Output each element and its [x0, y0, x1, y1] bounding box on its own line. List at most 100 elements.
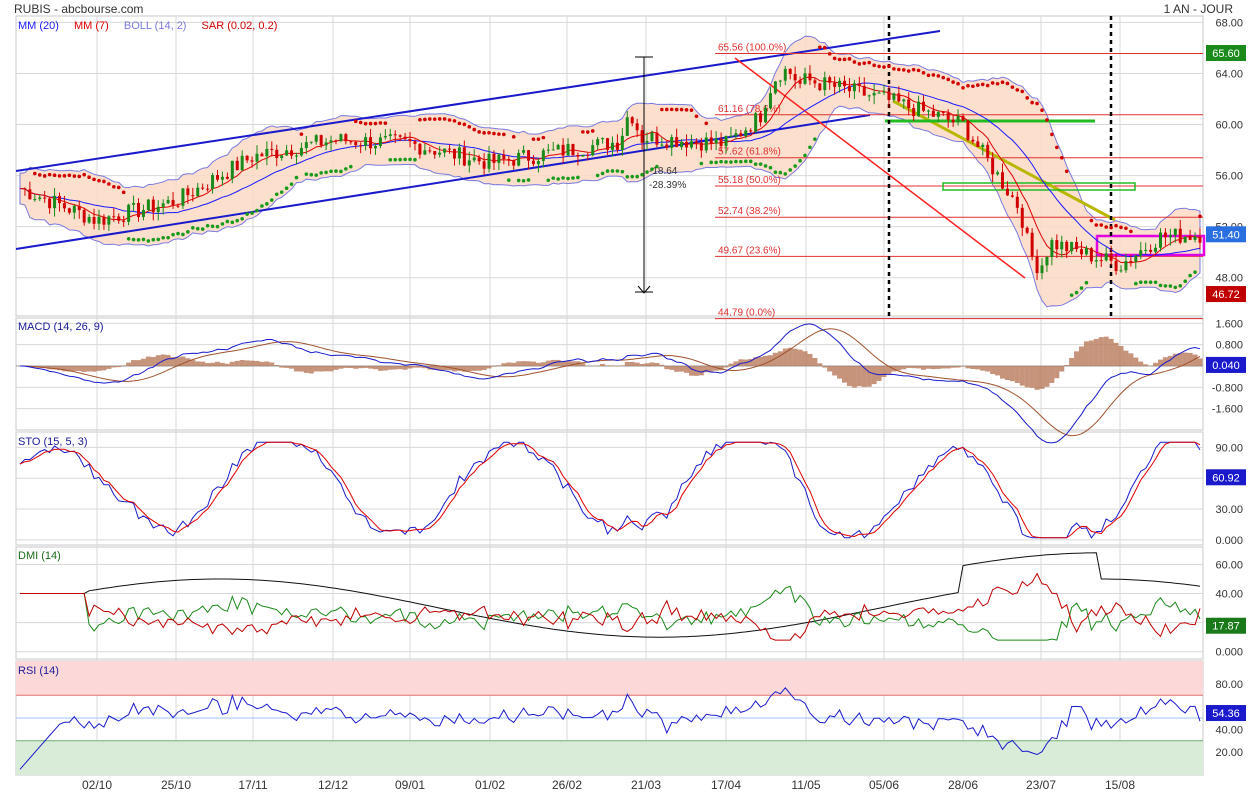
price-legend: MM (20) MM (7) BOLL (14, 2) SAR (0.02, 0…	[18, 20, 277, 32]
candle-body	[1065, 241, 1069, 252]
price-badge	[1206, 286, 1246, 303]
sar-dot	[141, 237, 146, 242]
macd-histogram-bar	[911, 366, 917, 369]
macd-histogram-bar	[91, 366, 97, 372]
sar-dot	[467, 125, 472, 129]
sar-dot	[260, 204, 264, 208]
sar-dot	[427, 117, 432, 121]
macd-histogram-bar	[1143, 364, 1149, 366]
sar-dot	[240, 216, 244, 221]
macd-histogram-bar	[861, 366, 867, 387]
macd-histogram-bar	[254, 360, 260, 366]
sto-label: STO (15, 5, 3)	[18, 436, 88, 448]
sar-dot	[482, 131, 486, 135]
downtrend-line	[734, 57, 1026, 279]
candle-body	[443, 148, 447, 153]
macd-histogram-bar	[210, 362, 216, 366]
sar-dot	[1059, 155, 1064, 160]
macd-histogram-bar	[165, 354, 171, 366]
candle-body	[601, 138, 605, 140]
legend-boll: BOLL (14, 2)	[123, 20, 187, 32]
sar-dot	[951, 80, 955, 84]
candle-body	[329, 140, 333, 143]
sar-dot	[595, 173, 600, 178]
candle-body	[813, 80, 817, 84]
macd-histogram-bar	[303, 366, 309, 373]
candle-body	[768, 93, 772, 109]
macd-histogram-bar	[703, 366, 709, 373]
candle-body	[847, 86, 851, 92]
candle-body	[729, 135, 733, 137]
sar-dot	[640, 172, 644, 177]
candle-body	[773, 81, 777, 94]
macd-histogram-bar	[886, 366, 892, 374]
candle-body	[334, 140, 338, 142]
macd-histogram-bar	[372, 366, 378, 370]
indicator-badge	[1206, 356, 1246, 373]
sar-dot	[502, 132, 506, 137]
candle-body	[344, 134, 348, 142]
sar-dot	[452, 119, 457, 123]
macd-histogram-bar	[293, 366, 299, 372]
candle-body	[1114, 260, 1118, 272]
candle-body	[912, 108, 916, 117]
macd-histogram-bar	[822, 366, 828, 368]
sar-dot	[442, 117, 447, 121]
macd-histogram-bar	[348, 366, 354, 369]
candle-body	[882, 91, 886, 93]
macd-histogram-bar	[965, 366, 971, 369]
sar-dot	[1079, 286, 1084, 290]
sar-dot	[289, 182, 294, 186]
y-tick-label: 60.00	[1215, 559, 1243, 571]
sar-dot	[768, 165, 773, 170]
sar-dot	[166, 235, 170, 240]
sar-dot	[827, 52, 832, 56]
macd-histogram-bar	[234, 360, 240, 366]
sar-dot	[783, 172, 788, 176]
sar-dot	[793, 164, 797, 168]
macd-histogram-bar	[402, 366, 408, 370]
candle-body	[951, 119, 955, 123]
rsi-oversold-zone	[16, 740, 1203, 775]
macd-histogram-bar	[925, 366, 931, 369]
candle-body	[132, 202, 136, 205]
sar-dot	[605, 169, 610, 173]
candle-body	[299, 147, 303, 156]
sar-dot	[590, 129, 595, 133]
candle-body	[1163, 232, 1167, 238]
candle-body	[739, 133, 743, 136]
candle-body	[107, 216, 111, 225]
dmi-label: DMI (14)	[18, 550, 61, 562]
sar-dot	[931, 73, 936, 77]
candle-body	[749, 130, 753, 132]
sar-dot	[186, 230, 190, 234]
candle-body	[215, 175, 219, 180]
sar-dot	[1010, 85, 1015, 89]
candle-body	[620, 135, 624, 150]
sar-dot	[1138, 280, 1143, 285]
candle-body	[462, 147, 466, 166]
macd-histogram-bar	[526, 361, 532, 366]
candle-body	[186, 188, 190, 196]
macd-histogram-bar	[442, 366, 448, 370]
price-badge	[1206, 45, 1246, 62]
macd-histogram-bar	[1162, 357, 1168, 366]
sar-dot	[1198, 214, 1202, 219]
candle-body	[57, 195, 61, 204]
x-tick-label: 15/08	[1105, 778, 1135, 792]
macd-histogram-bar	[86, 366, 92, 372]
candle-body	[53, 195, 57, 209]
candle-body	[1030, 232, 1034, 257]
macd-histogram-bar	[496, 365, 502, 366]
sar-dot	[980, 82, 985, 87]
sar-dot	[220, 222, 225, 226]
sar-dot	[1114, 223, 1118, 228]
sar-dot	[803, 153, 807, 158]
macd-histogram-bar	[1059, 366, 1065, 372]
sar-dot	[818, 45, 822, 50]
candle-body	[122, 220, 126, 222]
macd-histogram-bar	[555, 359, 561, 366]
sar-dot	[1025, 96, 1029, 100]
candle-body	[191, 195, 195, 197]
macd-histogram-bar	[827, 366, 833, 372]
